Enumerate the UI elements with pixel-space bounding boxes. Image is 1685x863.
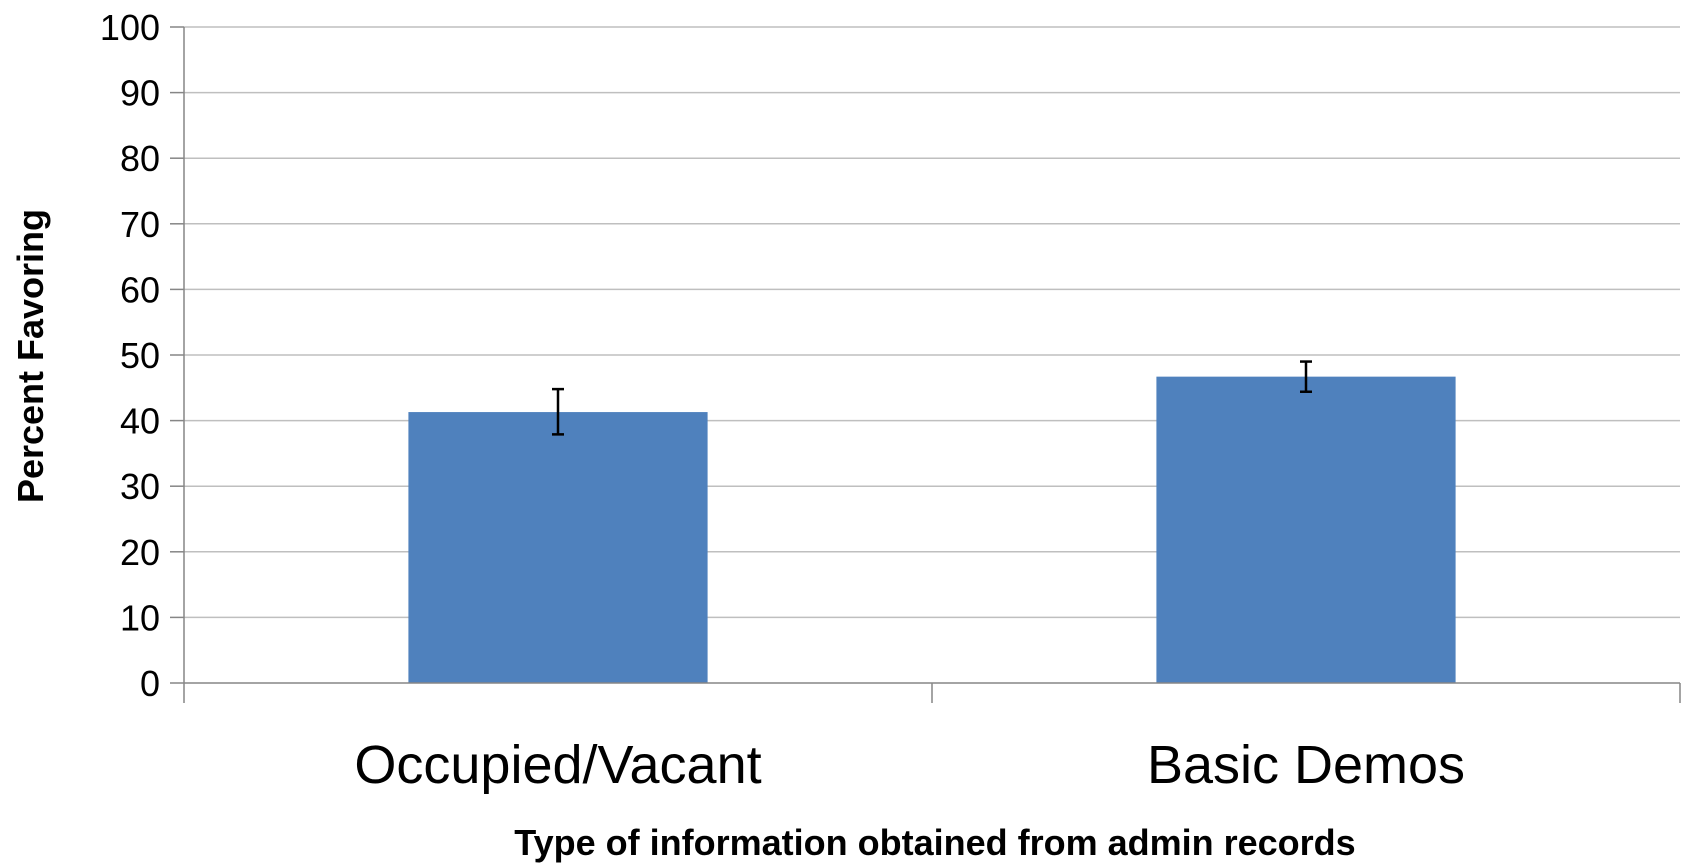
y-tick-label: 60 <box>120 269 160 310</box>
y-tick-label: 30 <box>120 466 160 507</box>
x-axis-title: Type of information obtained from admin … <box>514 822 1355 863</box>
bar <box>1156 376 1456 683</box>
bars <box>408 376 1456 683</box>
axes <box>170 26 1681 703</box>
y-tick-label: 0 <box>140 663 160 704</box>
y-tick-label: 70 <box>120 204 160 245</box>
error-bars <box>552 360 1312 436</box>
y-tick-label: 90 <box>120 73 160 114</box>
x-category-label: Basic Demos <box>1147 735 1465 795</box>
y-tick-label: 100 <box>100 7 160 48</box>
x-tick-labels: Occupied/Vacant Basic Demos <box>354 735 1465 795</box>
y-tick-labels: 0 10 20 30 40 50 60 70 80 90 100 <box>100 7 160 704</box>
y-tick-label: 50 <box>120 335 160 376</box>
y-tick-label: 20 <box>120 532 160 573</box>
y-tick-label: 10 <box>120 597 160 638</box>
bar <box>408 412 708 683</box>
x-category-label: Occupied/Vacant <box>354 735 761 795</box>
y-tick-label: 40 <box>120 401 160 442</box>
y-tick-label: 80 <box>120 138 160 179</box>
y-axis-title: Percent Favoring <box>10 209 51 503</box>
